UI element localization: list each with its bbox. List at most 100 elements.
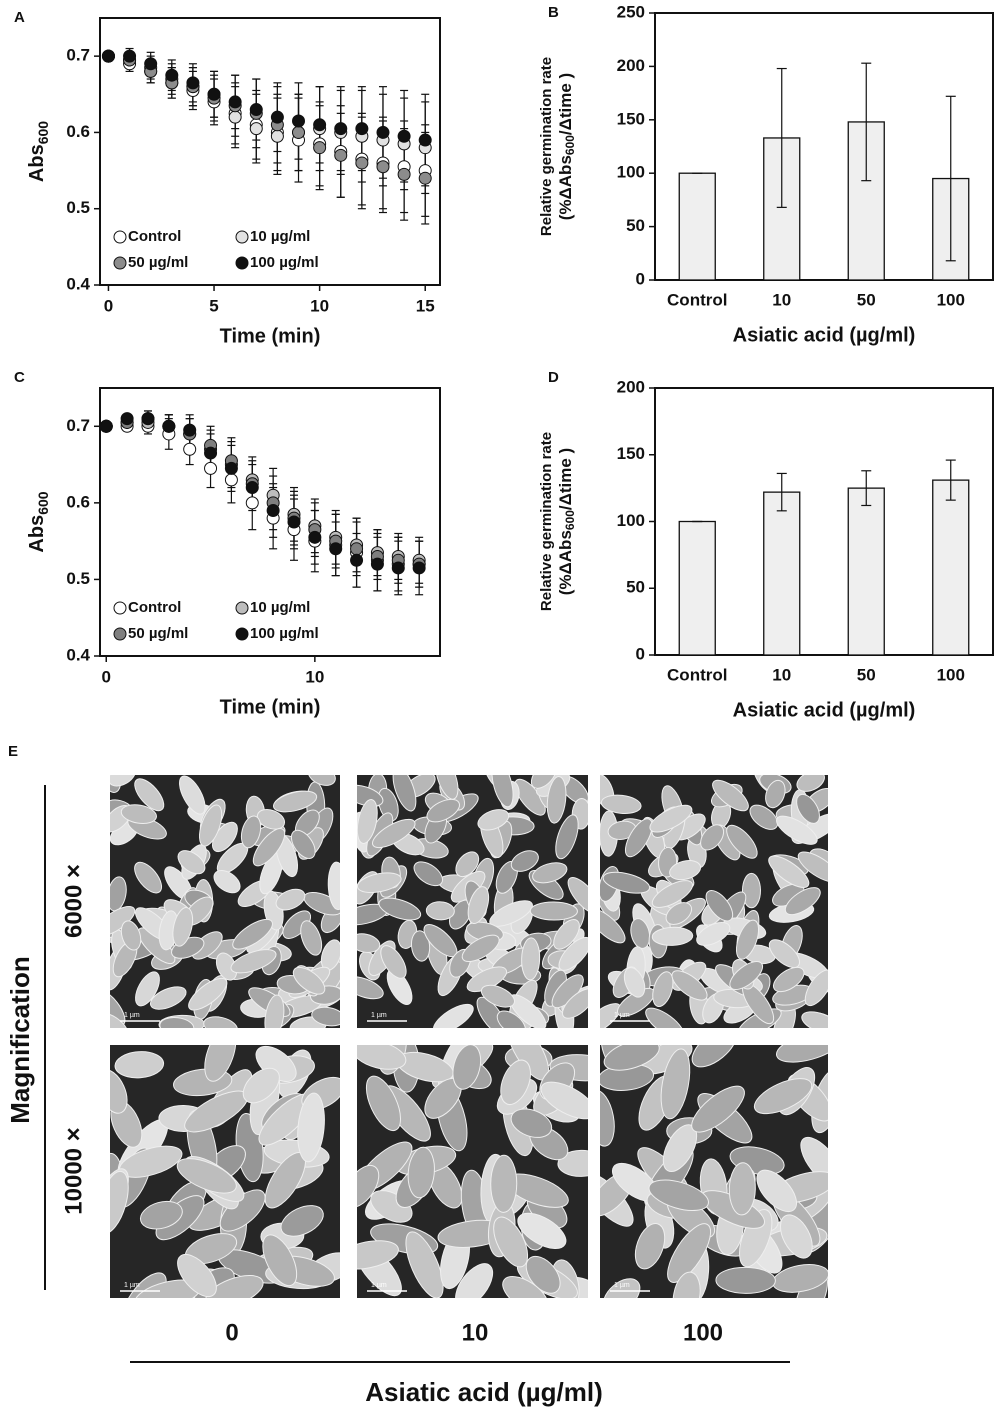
- x-tick-label: 10: [305, 667, 324, 686]
- cell: [256, 809, 286, 830]
- point: [207, 87, 221, 101]
- cell: [405, 1231, 444, 1298]
- cell: [480, 984, 515, 1008]
- cell: [651, 926, 694, 946]
- point: [249, 103, 263, 117]
- cell: [232, 918, 273, 950]
- cell: [490, 1154, 518, 1213]
- x-tick-label: 5: [209, 296, 218, 315]
- y-axis-title-sub: 600: [35, 491, 51, 515]
- cell: [624, 818, 653, 858]
- cell: [496, 1010, 526, 1028]
- cell: [357, 1164, 380, 1208]
- y-axis-title-sub: 600: [35, 121, 51, 145]
- x-axis-title: Asiatic acid (µg/ml): [733, 699, 916, 721]
- micrograph-texture: [600, 1045, 828, 1298]
- cell: [510, 850, 539, 872]
- cell: [530, 775, 557, 789]
- point: [292, 114, 306, 128]
- cell: [667, 1223, 712, 1283]
- y-tick-label: 0: [636, 269, 645, 288]
- x-tick-label: 10: [772, 665, 791, 684]
- cell: [455, 851, 480, 878]
- legend-label: 10 µg/ml: [250, 228, 310, 245]
- cell: [275, 888, 306, 911]
- cell: [491, 775, 514, 808]
- y-tick-label: 0: [636, 644, 645, 663]
- point: [144, 57, 158, 71]
- x-axis-title: Asiatic acid (µg/ml): [365, 1377, 602, 1407]
- y-axis-title: Relative germination rate: [538, 432, 555, 611]
- cell: [188, 977, 228, 1011]
- cell: [562, 988, 588, 1019]
- bar: [763, 137, 801, 281]
- micrograph-texture: [600, 775, 828, 1028]
- column-label: 100: [683, 1319, 723, 1346]
- y-tick-label: 0.5: [66, 569, 90, 588]
- point: [418, 133, 432, 147]
- x-axis-title: Asiatic acid (µg/ml): [733, 324, 916, 346]
- cell: [203, 1016, 238, 1028]
- y-axis-title-part: (%ΔAbs: [556, 530, 575, 595]
- point: [376, 160, 390, 174]
- point: [245, 496, 259, 510]
- column-label: 0: [225, 1319, 238, 1346]
- cell: [649, 804, 693, 833]
- legend-label: 50 µg/ml: [128, 625, 188, 642]
- cell: [413, 861, 443, 887]
- cell: [602, 871, 651, 894]
- cell: [651, 880, 693, 908]
- legend-marker: [113, 256, 127, 270]
- point: [228, 95, 242, 109]
- y-tick-label: 100: [617, 163, 645, 182]
- cell: [669, 860, 702, 881]
- cell: [672, 1271, 701, 1298]
- cell: [660, 1048, 691, 1120]
- point: [355, 156, 369, 170]
- cell: [204, 1045, 237, 1082]
- cell: [796, 793, 820, 824]
- scale-bar-label: 1 µm: [124, 1282, 140, 1289]
- cell: [753, 1078, 813, 1115]
- cell: [230, 949, 277, 974]
- cell: [292, 966, 326, 995]
- cell: [502, 1276, 549, 1298]
- legend-label: Control: [128, 599, 181, 616]
- point: [418, 171, 432, 185]
- x-tick-label: 100: [937, 665, 965, 684]
- cell: [645, 1007, 685, 1028]
- micrograph-texture: [110, 1045, 340, 1298]
- cell: [110, 1170, 129, 1234]
- point: [292, 125, 306, 139]
- point: [266, 504, 280, 518]
- cell: [135, 971, 160, 1007]
- y-tick-label: 0.7: [66, 416, 90, 435]
- y-tick-label: 0.6: [66, 122, 90, 141]
- cell: [510, 1108, 553, 1138]
- cell: [252, 828, 286, 867]
- y-tick-label: 0.4: [66, 645, 90, 664]
- cell: [172, 907, 194, 947]
- row-label: 6000 ×: [60, 864, 87, 938]
- point: [334, 122, 348, 136]
- cell: [796, 775, 825, 792]
- micrograph-texture: [110, 775, 340, 1028]
- plot-frame: [99, 17, 441, 286]
- point: [183, 423, 197, 437]
- y-tick-label: 150: [617, 444, 645, 463]
- cell: [240, 815, 262, 849]
- cell: [407, 1146, 435, 1199]
- point: [186, 76, 200, 90]
- column-label: 10: [462, 1319, 489, 1346]
- cell: [280, 1205, 324, 1237]
- cell: [455, 1263, 494, 1298]
- cell: [461, 934, 500, 963]
- y-tick-label: 50: [626, 578, 645, 597]
- y-axis-title: Abs600: [26, 121, 50, 182]
- cell: [179, 775, 206, 815]
- y-axis-title: Abs600: [26, 491, 50, 552]
- cell: [110, 1069, 128, 1114]
- scale-bar-label: 1 µm: [614, 1012, 630, 1019]
- legend-label: Control: [128, 228, 181, 245]
